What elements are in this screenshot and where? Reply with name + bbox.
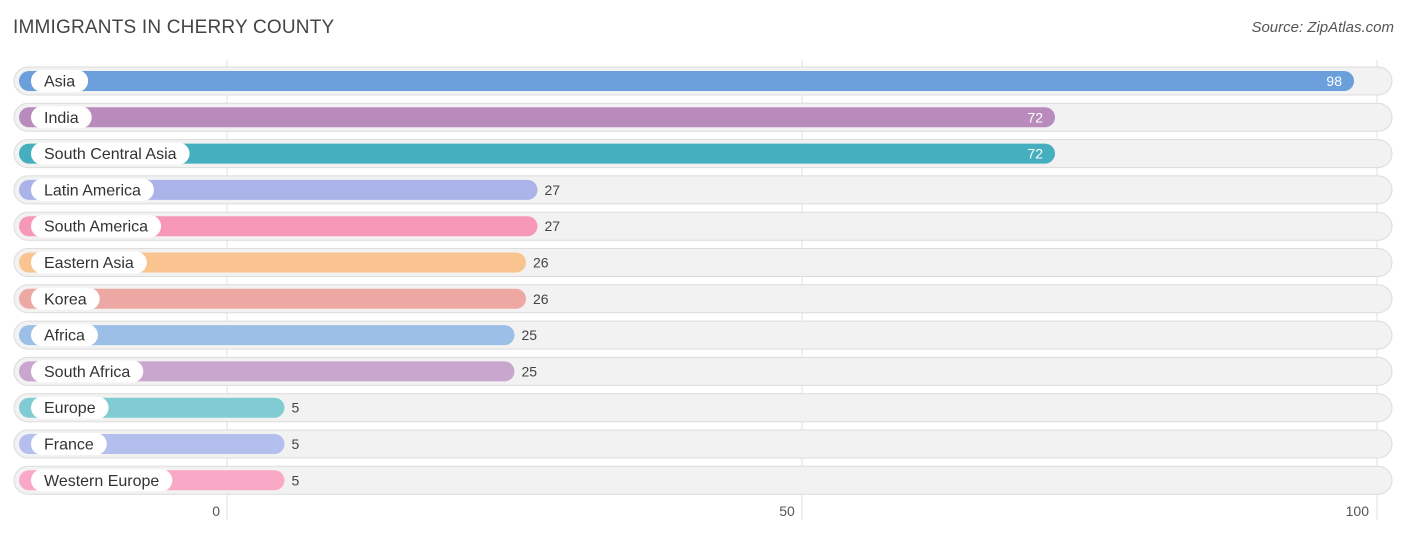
category-label: Europe — [44, 400, 96, 417]
category-label-pill — [31, 360, 144, 383]
value-label: 72 — [1027, 109, 1043, 125]
category-label-pill — [31, 251, 147, 274]
chart-title: IMMIGRANTS IN CHERRY COUNTY — [13, 17, 335, 38]
category-label-pill — [31, 324, 98, 347]
category-label-pill — [31, 70, 89, 92]
value-label: 98 — [1326, 73, 1342, 89]
category-label: Korea — [44, 291, 87, 308]
category-label: India — [44, 110, 79, 127]
value-label: 27 — [545, 218, 561, 234]
category-label: Latin America — [44, 182, 141, 199]
category-label: Africa — [44, 328, 85, 345]
source-label[interactable]: Source: ZipAtlas.com — [1251, 19, 1394, 36]
value-label: 25 — [522, 363, 538, 379]
row-track — [13, 393, 1393, 423]
category-label-pill — [31, 469, 173, 492]
category-label: South Central Asia — [44, 146, 177, 163]
x-tick-label: 0 — [212, 503, 220, 519]
category-label: South Africa — [44, 364, 130, 381]
value-label: 25 — [522, 327, 538, 343]
category-label-pill — [31, 215, 162, 238]
value-label: 5 — [292, 436, 300, 452]
bar[interactable] — [19, 288, 526, 309]
bar[interactable] — [19, 71, 1354, 91]
bar[interactable] — [19, 325, 515, 346]
value-label: 26 — [533, 255, 549, 271]
category-label-pill — [31, 106, 92, 129]
x-tick-label: 100 — [1346, 503, 1370, 519]
bar[interactable] — [19, 143, 1055, 164]
bar[interactable] — [19, 107, 1055, 128]
category-label-pill — [31, 433, 107, 455]
category-label: France — [44, 437, 94, 454]
category-label: Eastern Asia — [44, 255, 134, 272]
category-label: South America — [44, 219, 148, 236]
category-label-pill — [31, 287, 100, 310]
bar[interactable] — [19, 252, 526, 273]
row-track — [13, 429, 1393, 459]
bar[interactable] — [19, 361, 515, 382]
value-label: 5 — [292, 400, 300, 416]
value-label: 5 — [292, 472, 300, 488]
category-label-pill — [31, 396, 109, 419]
category-label: Asia — [44, 74, 75, 91]
x-tick-label: 50 — [779, 503, 795, 519]
value-label: 72 — [1027, 146, 1043, 162]
category-label-pill — [31, 178, 154, 201]
value-label: 27 — [545, 182, 561, 198]
row-track — [13, 465, 1393, 495]
category-label-pill — [31, 142, 190, 165]
category-label: Western Europe — [44, 473, 159, 490]
value-label: 26 — [533, 291, 549, 307]
